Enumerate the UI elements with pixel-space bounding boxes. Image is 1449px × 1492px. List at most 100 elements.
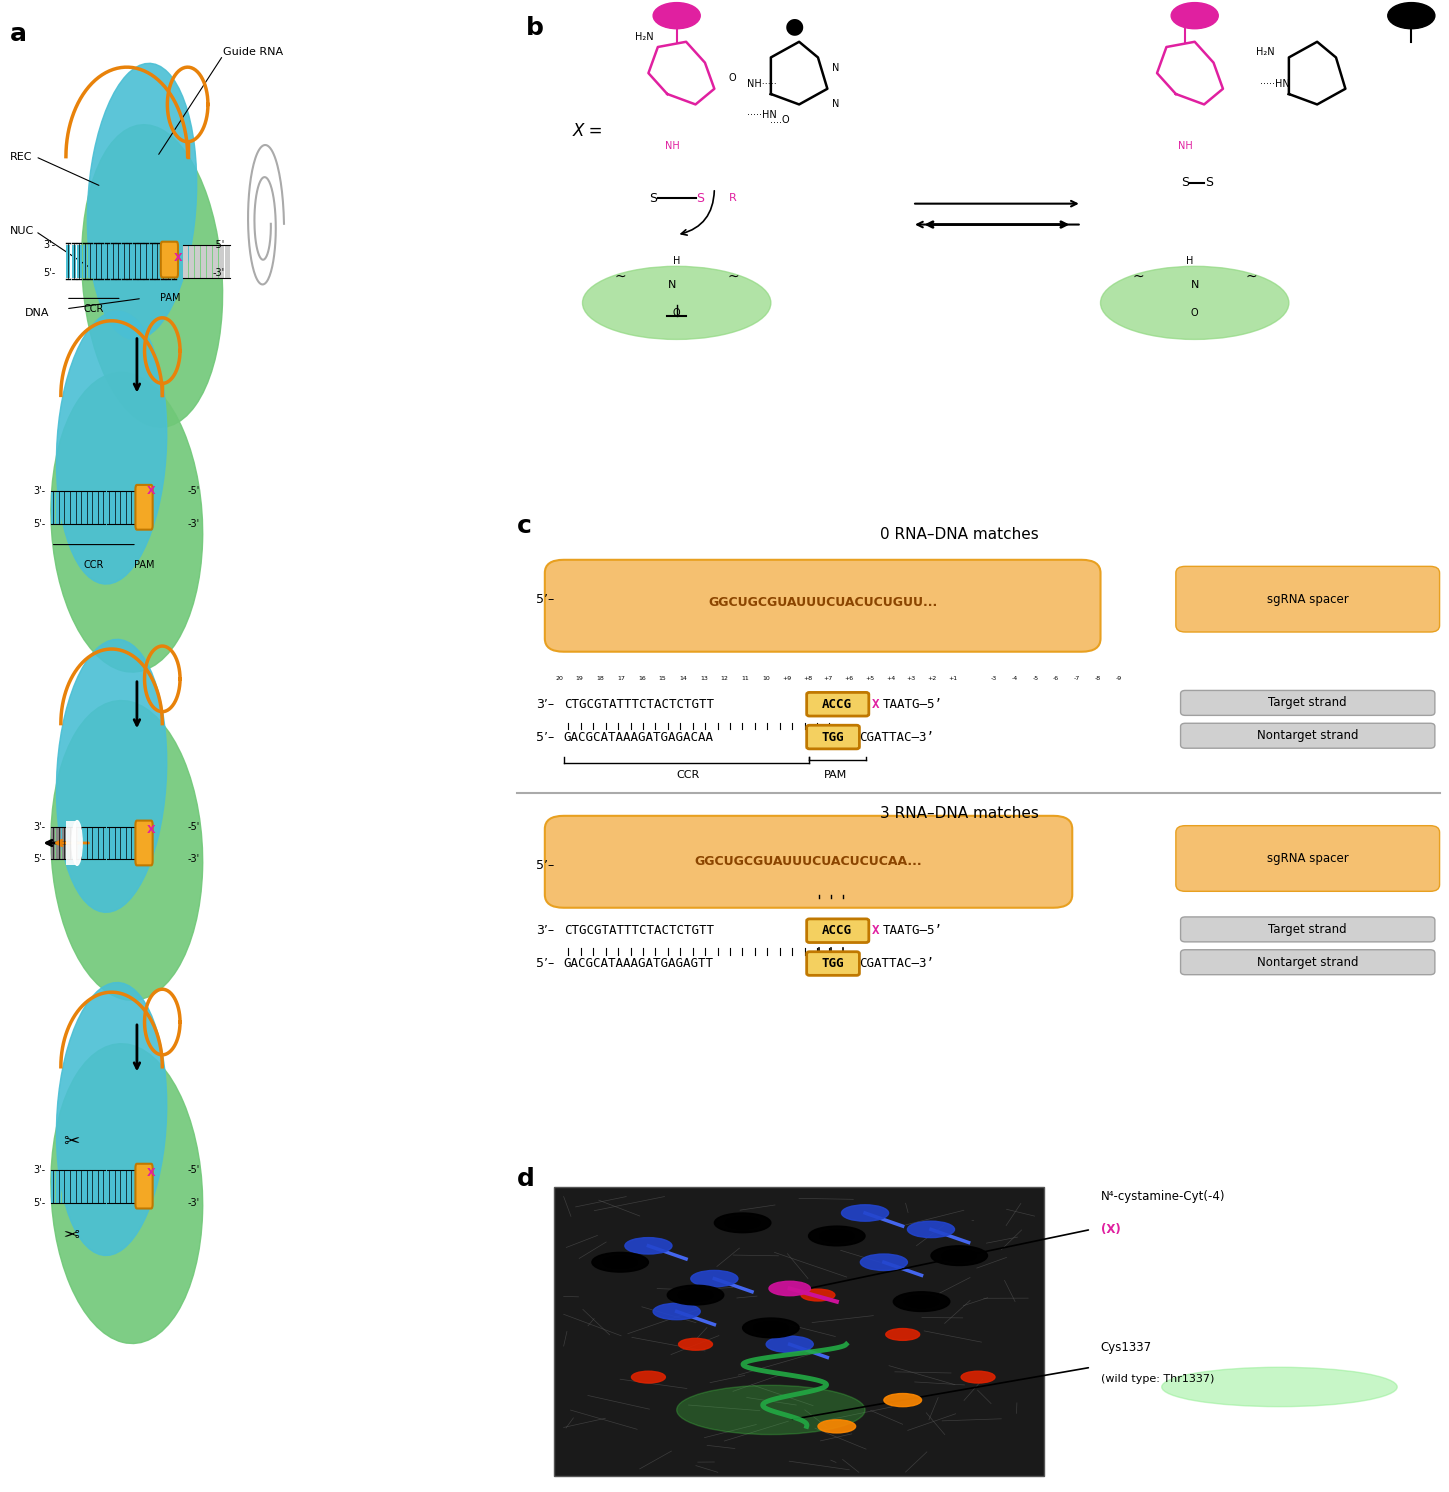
Bar [88, 245, 93, 278]
Text: -5': -5' [213, 240, 225, 249]
Bar [107, 1170, 112, 1203]
Bar [141, 827, 145, 859]
Bar [145, 827, 151, 859]
Circle shape [593, 1252, 649, 1273]
Text: 5’–: 5’– [536, 731, 554, 743]
Bar [194, 245, 200, 278]
Text: N⁴-cystamine-Cyt(-4): N⁴-cystamine-Cyt(-4) [1101, 1191, 1224, 1203]
Text: GGCUGCGUAUUUCUACUCUCAA...: GGCUGCGUAUUUCUACUCUCAA... [694, 855, 923, 868]
Bar [72, 827, 78, 859]
FancyBboxPatch shape [807, 725, 859, 749]
Circle shape [861, 1253, 907, 1270]
Text: X: X [872, 698, 880, 710]
FancyBboxPatch shape [135, 1164, 152, 1209]
Bar [116, 245, 120, 278]
Text: 15: 15 [659, 676, 667, 682]
Text: -5': -5' [188, 1165, 200, 1174]
Text: X: X [872, 924, 880, 937]
Text: DNA: DNA [26, 309, 49, 318]
Text: CCR: CCR [84, 304, 104, 313]
Bar [62, 491, 67, 524]
Text: NH: NH [1178, 142, 1193, 151]
Bar [117, 491, 122, 524]
FancyBboxPatch shape [1181, 950, 1435, 974]
Text: 5'-: 5'- [43, 269, 55, 278]
Bar [161, 245, 165, 278]
Text: NH: NH [665, 142, 680, 151]
Text: X: X [146, 825, 155, 834]
Bar [112, 1170, 116, 1203]
Bar [71, 245, 77, 278]
Bar [110, 245, 114, 278]
Text: ACCG: ACCG [822, 698, 852, 710]
Circle shape [726, 1217, 759, 1229]
Text: 5’–: 5’– [536, 858, 554, 871]
Text: CGATTAC–3’: CGATTAC–3’ [859, 731, 935, 743]
Text: 5’–: 5’– [536, 956, 554, 970]
Text: +6: +6 [845, 676, 853, 682]
Bar [96, 491, 100, 524]
Bar [213, 245, 217, 278]
Text: ✂: ✂ [62, 1132, 80, 1150]
Ellipse shape [72, 821, 83, 865]
Text: d: d [516, 1167, 535, 1191]
Text: S: S [649, 192, 658, 204]
Text: GACGCATAAAGATGAGACAA: GACGCATAAAGATGAGACAA [564, 731, 714, 743]
Bar [51, 827, 55, 859]
Text: ✂: ✂ [62, 1222, 80, 1240]
Bar [94, 245, 99, 278]
Circle shape [603, 1256, 638, 1268]
Ellipse shape [677, 1385, 865, 1435]
Ellipse shape [51, 701, 203, 1000]
Text: Target strand: Target strand [1268, 697, 1348, 709]
Bar [219, 245, 225, 278]
Bar [135, 1170, 139, 1203]
Circle shape [961, 1371, 995, 1383]
Text: 11: 11 [742, 676, 749, 682]
Bar [101, 827, 106, 859]
Text: ~: ~ [614, 270, 626, 283]
Bar [57, 491, 61, 524]
FancyBboxPatch shape [545, 560, 1101, 652]
Text: N: N [668, 279, 677, 289]
Circle shape [691, 1270, 738, 1286]
Text: c: c [516, 513, 532, 537]
Text: ACCG: ACCG [822, 924, 852, 937]
Ellipse shape [87, 63, 197, 340]
Text: CGATTAC–3’: CGATTAC–3’ [859, 956, 935, 970]
Bar [101, 491, 106, 524]
Bar [100, 245, 104, 278]
Circle shape [625, 1238, 672, 1253]
Bar [149, 245, 154, 278]
Text: 3'-: 3'- [33, 1165, 46, 1174]
Bar [167, 245, 171, 278]
Text: 10: 10 [762, 676, 769, 682]
Text: -3': -3' [188, 1198, 200, 1207]
Bar [183, 245, 188, 278]
Circle shape [932, 1246, 988, 1265]
Circle shape [884, 1394, 922, 1407]
Bar [141, 491, 145, 524]
Text: sgRNA spacer: sgRNA spacer [1266, 592, 1349, 606]
FancyBboxPatch shape [1177, 825, 1440, 891]
Ellipse shape [1162, 1367, 1397, 1407]
FancyBboxPatch shape [1181, 691, 1435, 715]
Circle shape [801, 1289, 835, 1301]
Bar [129, 827, 133, 859]
Text: H₂N: H₂N [635, 31, 653, 42]
Bar [107, 491, 112, 524]
Ellipse shape [57, 312, 167, 583]
Text: 18: 18 [597, 676, 604, 682]
Text: +7: +7 [823, 676, 833, 682]
Text: -6: -6 [1053, 676, 1059, 682]
Text: -5': -5' [188, 822, 200, 831]
Text: +4: +4 [885, 676, 895, 682]
Text: TAATG–5’: TAATG–5’ [882, 924, 943, 937]
Circle shape [678, 1338, 713, 1350]
Text: Nontarget strand: Nontarget strand [1256, 956, 1359, 968]
Circle shape [885, 1328, 920, 1340]
Bar [84, 1170, 88, 1203]
Bar [72, 1170, 78, 1203]
Text: TGG: TGG [822, 731, 845, 743]
Circle shape [1388, 3, 1435, 28]
